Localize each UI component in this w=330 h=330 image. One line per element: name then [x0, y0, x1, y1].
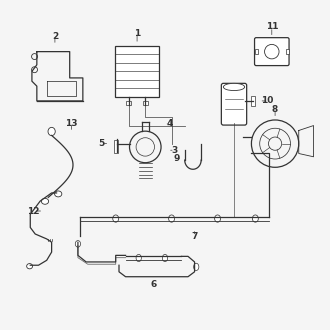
- Text: 13: 13: [65, 119, 78, 128]
- Text: 2: 2: [52, 32, 58, 41]
- Text: 12: 12: [27, 207, 40, 215]
- Text: 1: 1: [134, 29, 140, 38]
- FancyBboxPatch shape: [221, 83, 247, 125]
- Ellipse shape: [48, 127, 55, 136]
- Ellipse shape: [169, 215, 175, 222]
- Ellipse shape: [75, 241, 81, 247]
- Bar: [114, 140, 118, 153]
- Ellipse shape: [27, 264, 33, 269]
- Text: 3: 3: [172, 146, 178, 155]
- Ellipse shape: [41, 198, 49, 204]
- Ellipse shape: [54, 191, 62, 197]
- Ellipse shape: [252, 215, 258, 222]
- Ellipse shape: [136, 254, 141, 262]
- Bar: [286, 49, 289, 54]
- Ellipse shape: [194, 263, 199, 271]
- FancyBboxPatch shape: [254, 38, 289, 66]
- Text: 4: 4: [167, 119, 173, 128]
- Ellipse shape: [223, 83, 245, 90]
- Bar: [126, 101, 131, 105]
- Bar: [251, 96, 255, 106]
- Bar: [254, 49, 258, 54]
- Text: 9: 9: [173, 154, 180, 163]
- Text: 11: 11: [266, 22, 278, 31]
- Text: 7: 7: [191, 232, 198, 241]
- Ellipse shape: [214, 215, 220, 222]
- Text: 8: 8: [272, 105, 278, 114]
- Bar: [143, 101, 148, 105]
- Text: 6: 6: [150, 280, 157, 289]
- Ellipse shape: [113, 215, 119, 222]
- Text: 5: 5: [98, 139, 105, 148]
- Text: 10: 10: [261, 96, 274, 105]
- Ellipse shape: [162, 254, 168, 262]
- Bar: [115, 46, 159, 97]
